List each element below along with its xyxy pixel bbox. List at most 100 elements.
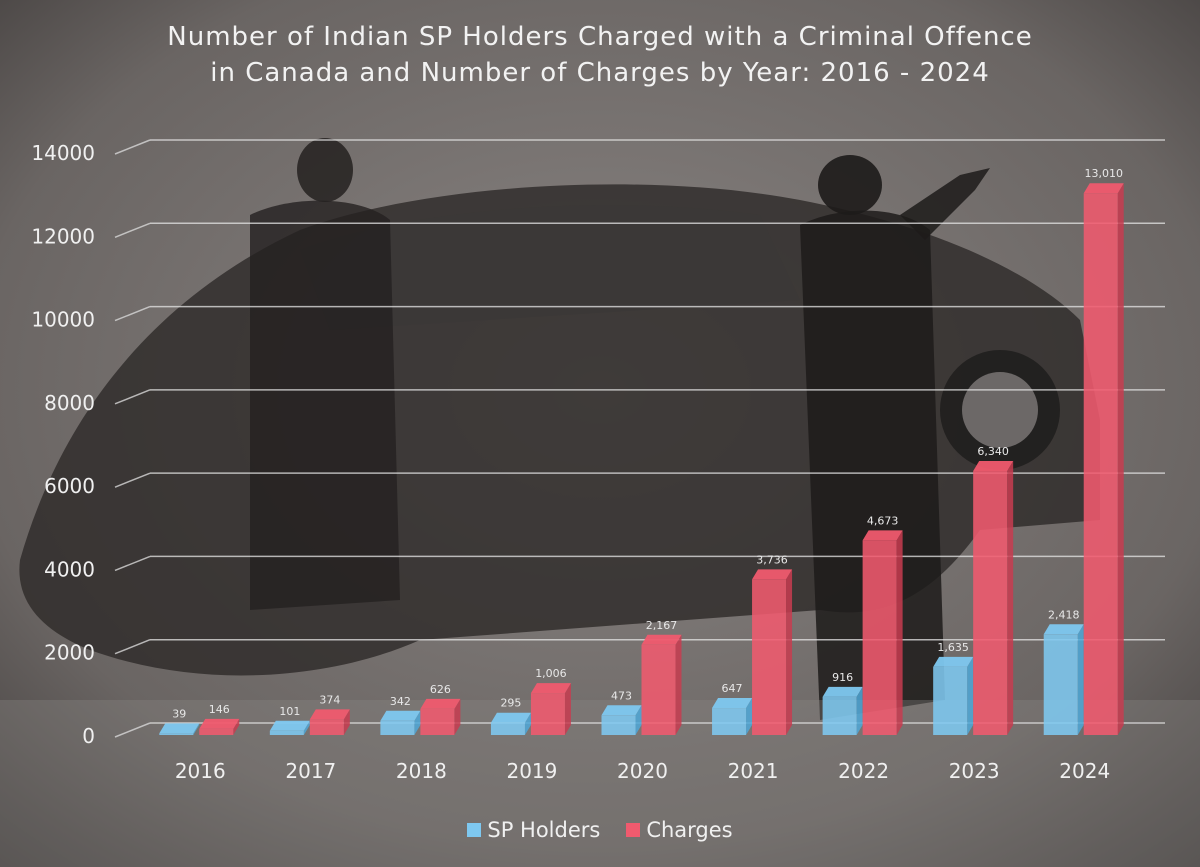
bar-top-sp-holders bbox=[1043, 624, 1084, 635]
bar-charges bbox=[1083, 193, 1118, 735]
bar-side-charges bbox=[1117, 183, 1124, 735]
data-label-sp-holders: 473 bbox=[611, 689, 632, 702]
bar-side-charges bbox=[343, 709, 350, 735]
bar-side-charges bbox=[564, 683, 571, 735]
bar-top-charges bbox=[199, 718, 240, 729]
chart-legend: SP Holders Charges bbox=[0, 818, 1200, 842]
data-label-charges: 3,736 bbox=[756, 553, 788, 566]
bar-top-sp-holders bbox=[712, 698, 753, 709]
bar-side-sp-holders bbox=[856, 686, 863, 735]
bar-side-charges bbox=[1007, 460, 1014, 735]
bar-charges bbox=[530, 693, 565, 735]
x-tick-label: 2018 bbox=[396, 759, 447, 783]
bar-sp-holders bbox=[712, 708, 747, 735]
bar-side-sp-holders bbox=[635, 705, 642, 735]
bar-top-charges bbox=[973, 460, 1014, 471]
bar-side-charges bbox=[786, 569, 793, 735]
bar-top-charges bbox=[862, 530, 903, 541]
grid-line-edge bbox=[114, 222, 151, 238]
chart-title: Number of Indian SP Holders Charged with… bbox=[167, 22, 1033, 52]
bar-side-charges bbox=[233, 718, 240, 735]
grid-line-edge bbox=[114, 472, 151, 488]
grid-line-edge bbox=[114, 639, 151, 655]
legend-swatch-sp-holders bbox=[467, 823, 482, 837]
bar-top-sp-holders bbox=[159, 723, 200, 734]
data-label-sp-holders: 342 bbox=[390, 695, 411, 708]
bar-top-charges bbox=[530, 683, 571, 694]
bar-side-charges bbox=[896, 530, 903, 735]
legend-item-sp-holders: SP Holders bbox=[467, 818, 600, 842]
bar-side-sp-holders bbox=[967, 656, 974, 735]
bar-sp-holders bbox=[822, 696, 857, 735]
bar-charges bbox=[309, 719, 344, 735]
legend-item-charges: Charges bbox=[626, 818, 733, 842]
data-label-charges: 1,006 bbox=[535, 667, 567, 680]
bar-sp-holders bbox=[933, 666, 968, 735]
bar-charges bbox=[973, 470, 1008, 735]
data-label-sp-holders: 39 bbox=[172, 707, 186, 720]
data-label-charges: 626 bbox=[430, 683, 451, 696]
y-tick-label: 14000 bbox=[31, 141, 95, 165]
x-tick-label: 2016 bbox=[175, 759, 226, 783]
bar-top-sp-holders bbox=[380, 710, 421, 721]
x-tick-label: 2021 bbox=[728, 759, 779, 783]
bar-top-charges bbox=[752, 569, 793, 580]
data-label-charges: 13,010 bbox=[1084, 167, 1123, 180]
bar-charges bbox=[199, 728, 234, 735]
chart-subtitle: in Canada and Number of Charges by Year:… bbox=[210, 58, 990, 88]
y-tick-label: 4000 bbox=[44, 557, 95, 581]
data-label-sp-holders: 647 bbox=[722, 682, 743, 695]
data-label-sp-holders: 101 bbox=[279, 705, 300, 718]
y-tick-label: 10000 bbox=[31, 308, 95, 332]
bar-top-sp-holders bbox=[601, 705, 642, 716]
x-tick-label: 2020 bbox=[617, 759, 668, 783]
data-label-sp-holders: 2,418 bbox=[1048, 608, 1080, 621]
bar-sp-holders bbox=[490, 722, 525, 735]
data-label-charges: 4,673 bbox=[867, 514, 899, 527]
y-tick-label: 2000 bbox=[44, 641, 95, 665]
bar-side-sp-holders bbox=[524, 712, 531, 735]
data-label-charges: 2,167 bbox=[646, 619, 678, 632]
bar-top-charges bbox=[309, 709, 350, 720]
bar-top-sp-holders bbox=[269, 720, 310, 731]
bar-charges bbox=[862, 540, 897, 735]
bar-side-charges bbox=[454, 698, 461, 735]
data-label-sp-holders: 916 bbox=[832, 671, 853, 684]
data-label-charges: 6,340 bbox=[977, 445, 1009, 458]
bar-side-charges bbox=[675, 634, 682, 735]
bar-sp-holders bbox=[380, 720, 415, 735]
bar-sp-holders bbox=[269, 730, 304, 735]
bar-side-sp-holders bbox=[1077, 624, 1084, 735]
bar-charges bbox=[752, 579, 787, 735]
bar-top-sp-holders bbox=[822, 686, 863, 697]
bar-top-charges bbox=[641, 634, 682, 645]
y-tick-label: 0 bbox=[82, 724, 95, 748]
bar-side-sp-holders bbox=[303, 720, 310, 735]
legend-label-charges: Charges bbox=[646, 818, 733, 842]
data-label-charges: 374 bbox=[319, 693, 340, 706]
bar-top-charges bbox=[420, 698, 461, 709]
grid-line-edge bbox=[114, 305, 151, 322]
y-tick-label: 6000 bbox=[44, 474, 95, 498]
y-tick-label: 12000 bbox=[31, 224, 95, 248]
bar-sp-holders bbox=[601, 715, 636, 735]
bar-sp-holders bbox=[1043, 634, 1078, 735]
x-tick-label: 2022 bbox=[838, 759, 889, 783]
legend-label-sp-holders: SP Holders bbox=[487, 818, 601, 842]
bar-side-sp-holders bbox=[746, 698, 753, 735]
x-tick-label: 2017 bbox=[285, 759, 336, 783]
grid-line-edge bbox=[114, 389, 151, 405]
bar-charges bbox=[420, 708, 455, 735]
data-label-sp-holders: 1,635 bbox=[937, 641, 969, 654]
x-tick-label: 2024 bbox=[1059, 759, 1110, 783]
bar-side-sp-holders bbox=[414, 710, 421, 735]
bar-top-sp-holders bbox=[490, 712, 531, 723]
x-tick-label: 2023 bbox=[949, 759, 1000, 783]
data-label-charges: 146 bbox=[209, 703, 230, 716]
grid-line-edge bbox=[114, 555, 151, 572]
x-tick-label: 2019 bbox=[506, 759, 557, 783]
bar-side-sp-holders bbox=[193, 723, 200, 735]
data-label-sp-holders: 295 bbox=[500, 697, 521, 710]
